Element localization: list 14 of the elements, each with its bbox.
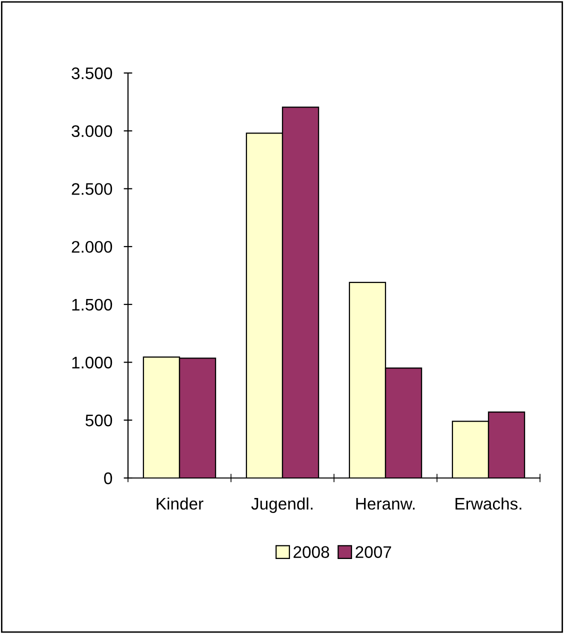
y-tick-label: 0 <box>104 472 112 484</box>
x-tick-label: Erwachs. <box>456 497 522 510</box>
x-tick-label: Kinder <box>156 497 204 510</box>
x-tick-label: Jugendl. <box>251 497 312 513</box>
y-tick-label: 1.000 <box>72 356 112 368</box>
y-tick-label: 1.500 <box>72 298 112 311</box>
x-tick-label: Heranw. <box>356 498 415 510</box>
y-tick-label: 500 <box>86 414 112 426</box>
legend-label: 2008 <box>294 546 330 558</box>
y-tick-label: 2.500 <box>72 183 112 195</box>
y-tick-label: 3.500 <box>72 67 112 80</box>
y-tick-label: 2.000 <box>72 240 112 253</box>
legend-label: 2007 <box>356 546 392 558</box>
y-tick-label: 3.000 <box>72 125 112 138</box>
